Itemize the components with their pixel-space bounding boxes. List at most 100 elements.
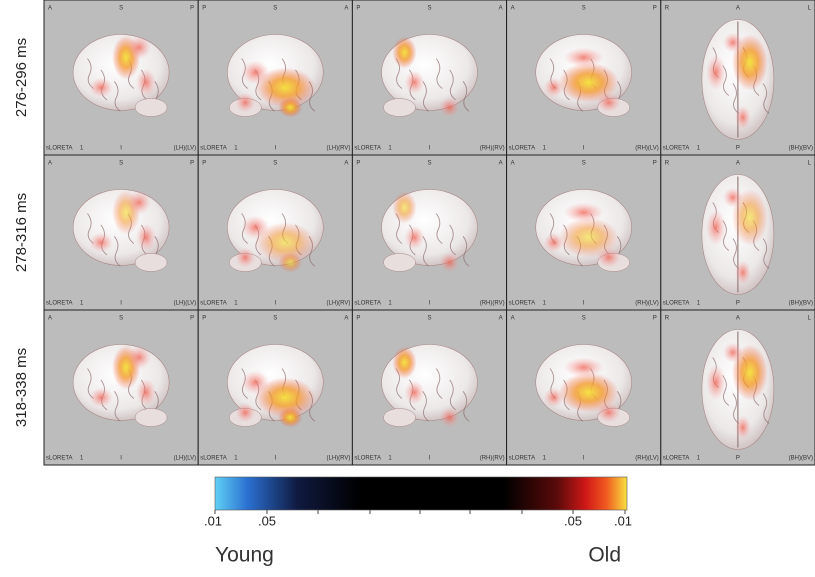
orientation-label: S xyxy=(119,6,123,12)
hemisphere-label: (RH)(RV) xyxy=(480,301,505,307)
hemisphere-label: (LH)(LV) xyxy=(174,146,197,152)
orientation-label: A xyxy=(736,316,740,322)
cerebellum xyxy=(135,254,167,272)
hemisphere-label: (RH)(LV) xyxy=(635,456,659,462)
activation xyxy=(241,371,269,395)
activation xyxy=(706,365,726,401)
activation xyxy=(136,379,156,407)
orientation-label: P xyxy=(190,316,194,322)
orientation-label: P xyxy=(356,316,360,322)
activation xyxy=(597,93,621,113)
activation xyxy=(544,78,564,98)
orientation-label: A xyxy=(511,316,515,322)
cerebellum xyxy=(384,409,416,427)
method-label: sLORETA xyxy=(354,146,381,152)
activation xyxy=(723,343,743,363)
orientation-label: A xyxy=(48,161,52,167)
method-label: sLORETA xyxy=(509,301,536,307)
colorbar xyxy=(215,477,627,510)
activation xyxy=(278,408,302,428)
orientation-label: P xyxy=(202,316,206,322)
method-label: sLORETA xyxy=(200,146,227,152)
method-label: sLORETA xyxy=(509,146,536,152)
activation xyxy=(564,48,604,68)
method-label: sLORETA xyxy=(200,456,227,462)
activation xyxy=(440,98,460,118)
method-label: sLORETA xyxy=(663,456,690,462)
hemisphere-label: (BH)(BV) xyxy=(789,146,813,152)
activation xyxy=(735,416,751,440)
orientation-label: A xyxy=(499,316,503,322)
activation xyxy=(241,61,269,85)
activation xyxy=(241,216,269,240)
orientation-label: P xyxy=(356,161,360,167)
activation xyxy=(136,69,156,97)
cerebellum xyxy=(135,99,167,117)
orientation-label: P xyxy=(190,161,194,167)
orientation-label: R xyxy=(665,316,670,322)
orientation-label: A xyxy=(736,6,740,12)
method-label: sLORETA xyxy=(354,456,381,462)
orientation-label: S xyxy=(273,316,277,322)
method-label: sLORETA xyxy=(46,146,73,152)
colorbar-tick-label: .05 xyxy=(564,513,582,528)
activation xyxy=(278,98,302,118)
orientation-label: A xyxy=(736,161,740,167)
orientation-label: S xyxy=(273,161,277,167)
activation xyxy=(735,261,751,285)
activation xyxy=(706,55,726,91)
activation xyxy=(597,248,621,268)
row-label: 318-338 ms xyxy=(13,348,30,427)
activation xyxy=(127,346,151,370)
hemisphere-label: (LH)(RV) xyxy=(327,456,351,462)
hemisphere-label: (BH)(BV) xyxy=(789,456,813,462)
activation xyxy=(89,233,113,253)
orientation-label: S xyxy=(582,161,586,167)
orientation-label: S xyxy=(582,6,586,12)
colorbar-tick-label: .01 xyxy=(614,513,632,528)
orientation-label: S xyxy=(427,161,431,167)
orientation-label: S xyxy=(119,316,123,322)
activation xyxy=(564,358,604,378)
orientation-label: P xyxy=(736,146,740,152)
row-label: 276-296 ms xyxy=(13,38,30,117)
orientation-label: P xyxy=(653,316,657,322)
activation xyxy=(723,188,743,208)
activation xyxy=(89,78,113,98)
method-label: sLORETA xyxy=(46,301,73,307)
activation xyxy=(405,226,425,250)
activation xyxy=(127,191,151,215)
figure: 276-296 msASPsLORETA1I(LH)(LV)PSAsLORETA… xyxy=(0,0,815,572)
orientation-label: P xyxy=(202,6,206,12)
orientation-label: S xyxy=(582,316,586,322)
cerebellum xyxy=(384,99,416,117)
hemisphere-label: (LH)(LV) xyxy=(174,456,197,462)
activation xyxy=(405,71,425,95)
hemisphere-label: (RH)(LV) xyxy=(635,301,659,307)
method-label: sLORETA xyxy=(46,456,73,462)
method-label: sLORETA xyxy=(354,301,381,307)
orientation-label: S xyxy=(427,316,431,322)
orientation-label: A xyxy=(511,161,515,167)
activation xyxy=(564,203,604,223)
hemisphere-label: (BH)(BV) xyxy=(789,301,813,307)
colorbar-tick-label: .05 xyxy=(258,513,276,528)
activation xyxy=(440,408,460,428)
orientation-label: P xyxy=(653,6,657,12)
hemisphere-label: (RH)(LV) xyxy=(635,146,659,152)
activation xyxy=(393,37,417,69)
orientation-label: A xyxy=(499,161,503,167)
hemisphere-label: (LH)(RV) xyxy=(327,301,351,307)
orientation-label: S xyxy=(273,6,277,12)
orientation-label: P xyxy=(736,456,740,462)
method-label: sLORETA xyxy=(663,301,690,307)
activation xyxy=(136,224,156,252)
hemisphere-label: (RH)(RV) xyxy=(480,146,505,152)
orientation-label: P xyxy=(653,161,657,167)
method-label: sLORETA xyxy=(200,301,227,307)
orientation-label: P xyxy=(356,6,360,12)
activation xyxy=(393,192,417,224)
orientation-label: A xyxy=(511,6,515,12)
activation xyxy=(89,388,113,408)
orientation-label: A xyxy=(344,6,348,12)
